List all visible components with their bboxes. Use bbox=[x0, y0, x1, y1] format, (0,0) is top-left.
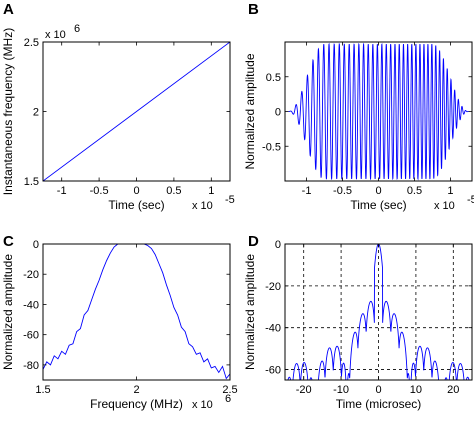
y-tick-label: 0 bbox=[33, 239, 39, 251]
x-tick-label: 2.5 bbox=[222, 384, 237, 396]
x-tick-label: -0.5 bbox=[333, 185, 352, 197]
y-tick-label: -40 bbox=[265, 323, 281, 335]
y-tick-label: -20 bbox=[23, 269, 39, 281]
x-axis-label: Time (microsec) bbox=[336, 397, 422, 411]
series-line bbox=[43, 42, 230, 181]
y-axis-label: Normalized amplitude bbox=[243, 53, 257, 169]
y-tick-label: 0 bbox=[275, 107, 281, 119]
x-tick-label: 10 bbox=[410, 384, 422, 396]
x-tick-label: 0.5 bbox=[407, 185, 422, 197]
panel-letter: C bbox=[3, 233, 14, 250]
x-tick-label: 0 bbox=[133, 185, 139, 197]
x-exponent-power: 6 bbox=[225, 393, 231, 405]
y-tick-label: 1.5 bbox=[24, 176, 39, 188]
y-tick-label: -40 bbox=[23, 299, 39, 311]
panel-a: A -1 -0.5 0 0.5 1 1.5 2 2.5 Time (sec) Instantaneo… bbox=[1, 1, 235, 212]
x-tick-label: 1.5 bbox=[35, 384, 50, 396]
panel-letter: B bbox=[248, 1, 259, 18]
x-tick-label: -20 bbox=[296, 384, 312, 396]
x-tick-label: -10 bbox=[333, 384, 349, 396]
x-tick-label: -1 bbox=[57, 185, 67, 197]
y-tick-label: 2.5 bbox=[24, 37, 39, 49]
panel-letter: A bbox=[3, 1, 14, 18]
y-exponent-power: 6 bbox=[74, 23, 80, 35]
x-tick-label: 0 bbox=[375, 384, 381, 396]
x-exponent: x 10 bbox=[192, 399, 213, 411]
panel-letter: D bbox=[248, 233, 259, 250]
x-tick-label: 0.5 bbox=[166, 185, 181, 197]
x-tick-label: 0 bbox=[375, 185, 381, 197]
y-tick-label: 0.5 bbox=[266, 72, 281, 84]
y-axis-label: Normalized amplitude bbox=[1, 254, 15, 370]
series-line bbox=[43, 244, 230, 380]
y-tick-label: -80 bbox=[23, 360, 39, 372]
y-axis-label: Instantaneous frequency (MHz) bbox=[1, 28, 15, 195]
x-tick-label: 20 bbox=[447, 384, 459, 396]
y-tick-label: -60 bbox=[265, 365, 281, 377]
x-axis-label: Time (sec) bbox=[350, 198, 406, 212]
x-tick-label: -1 bbox=[302, 185, 312, 197]
x-tick-label: -0.5 bbox=[90, 185, 109, 197]
y-tick-label: 2 bbox=[33, 107, 39, 119]
x-tick-label: 1 bbox=[447, 185, 453, 197]
y-tick-label: -0.5 bbox=[262, 141, 281, 153]
y-tick-label: -60 bbox=[23, 330, 39, 342]
series-line bbox=[288, 42, 469, 181]
y-tick-label: 0 bbox=[275, 239, 281, 251]
axes-frame bbox=[42, 243, 231, 381]
x-axis-label: Frequency (MHz) bbox=[90, 397, 183, 411]
x-tick-label: 2 bbox=[133, 384, 139, 396]
x-tick-label: 1 bbox=[208, 185, 214, 197]
y-tick-label: -20 bbox=[265, 281, 281, 293]
y-exponent: x 10 bbox=[45, 29, 66, 41]
x-axis-label: Time (sec) bbox=[108, 198, 164, 212]
y-axis-label: Normalized amplitude bbox=[243, 254, 257, 370]
panel-c: C 1.5 2 2.5 0 -20 -40 -60 -80 Frequency (MHz) Norm… bbox=[1, 233, 238, 411]
x-exponent: x 10 bbox=[192, 200, 213, 212]
x-exponent-power: -5 bbox=[225, 194, 235, 206]
x-exponent-power: -5 bbox=[467, 194, 474, 206]
x-exponent: x 10 bbox=[434, 200, 455, 212]
